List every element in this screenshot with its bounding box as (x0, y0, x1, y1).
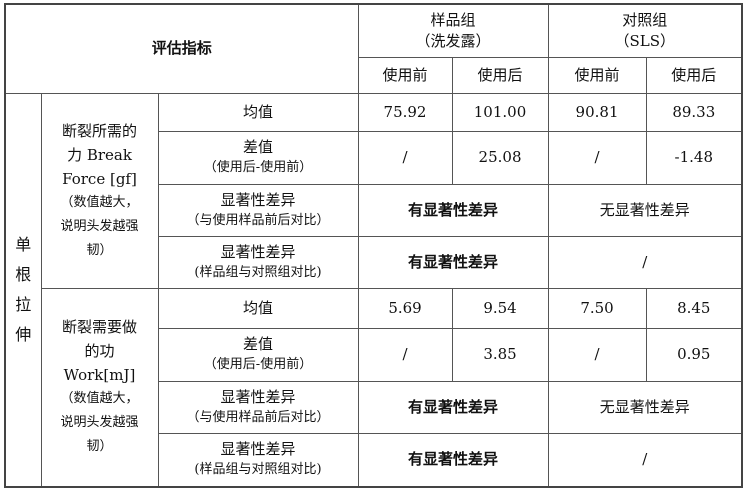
header-sample-before: 使用前 (357, 56, 453, 94)
header-indicator: 评估指标 (4, 3, 359, 94)
sig2-control: / (547, 235, 743, 289)
diff-label: 差值 （使用后-使用前） (157, 130, 359, 185)
diff-value: / (547, 327, 647, 382)
category-label: 单根拉伸 (15, 234, 32, 344)
mean-label: 均值 (157, 92, 359, 132)
sig2-label: 显著性差异 (样品组与对照组对比) (157, 235, 359, 289)
diff-value: 0.95 (645, 327, 743, 382)
sig2-sample: 有显著性差异 (357, 432, 549, 488)
diff-value: 25.08 (451, 130, 549, 185)
diff-value: / (357, 327, 453, 382)
sig1-sample: 有显著性差异 (357, 380, 549, 434)
sample-group-title: 样品组 (430, 10, 476, 29)
mean-value: 7.50 (547, 287, 647, 329)
diff-value: -1.48 (645, 130, 743, 185)
metric-break-force: 断裂所需的力 Break Force [gf] （数值越大， 说明头发越强 韧） (40, 92, 159, 289)
diff-value: / (357, 130, 453, 185)
mean-value: 90.81 (547, 92, 647, 132)
evaluation-table: 评估指标 样品组 （洗发露） 对照组 （SLS） 使用前 使用后 使用前 使用后 单… (4, 3, 743, 488)
metric-work: 断裂需要做 的功 Work[mJ] （数值越大， 说明头发越强 韧） (40, 287, 159, 488)
category-cell: 单根拉伸 (4, 92, 42, 488)
mean-value: 9.54 (451, 287, 549, 329)
mean-value: 101.00 (451, 92, 549, 132)
mean-value: 75.92 (357, 92, 453, 132)
diff-value: 3.85 (451, 327, 549, 382)
header-control-before: 使用前 (547, 56, 647, 94)
sig1-label: 显著性差异 （与使用样品前后对比） (157, 183, 359, 237)
mean-value: 8.45 (645, 287, 743, 329)
sig2-label: 显著性差异 (样品组与对照组对比) (157, 432, 359, 488)
diff-value: / (547, 130, 647, 185)
diff-label: 差值 （使用后-使用前） (157, 327, 359, 382)
sig2-sample: 有显著性差异 (357, 235, 549, 289)
mean-value: 5.69 (357, 287, 453, 329)
sig1-control: 无显著性差异 (547, 183, 743, 237)
header-control-group: 对照组 （SLS） (547, 3, 743, 58)
sig1-control: 无显著性差异 (547, 380, 743, 434)
header-control-after: 使用后 (645, 56, 743, 94)
header-sample-after: 使用后 (451, 56, 549, 94)
sig1-sample: 有显著性差异 (357, 183, 549, 237)
sig2-control: / (547, 432, 743, 488)
mean-label: 均值 (157, 287, 359, 329)
sig1-label: 显著性差异 （与使用样品前后对比） (157, 380, 359, 434)
header-sample-group: 样品组 （洗发露） (357, 3, 549, 58)
control-group-subtitle: （SLS） (614, 31, 676, 50)
control-group-title: 对照组 (622, 10, 668, 29)
sample-group-subtitle: （洗发露） (415, 31, 491, 50)
mean-value: 89.33 (645, 92, 743, 132)
